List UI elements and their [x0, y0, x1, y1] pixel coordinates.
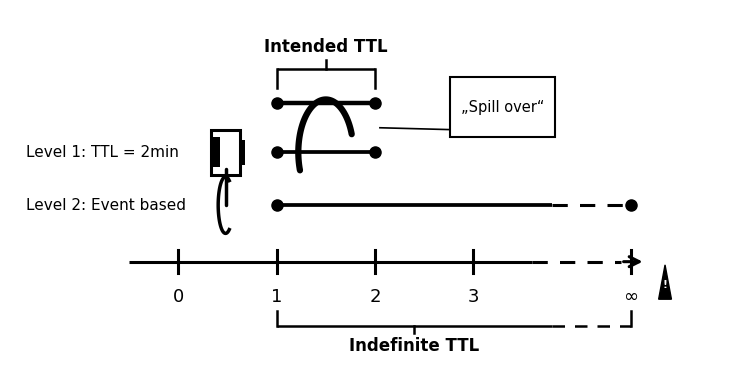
Text: „Spill over“: „Spill over“ — [461, 100, 544, 114]
Text: ∞: ∞ — [623, 288, 638, 306]
Text: 0: 0 — [172, 288, 184, 306]
Bar — [211, 130, 240, 175]
Bar — [213, 137, 220, 167]
Text: Indefinite TTL: Indefinite TTL — [350, 337, 479, 355]
Text: 3: 3 — [467, 288, 479, 306]
Polygon shape — [658, 265, 671, 299]
Text: Level 1: TTL = 2min: Level 1: TTL = 2min — [26, 145, 178, 160]
Text: 2: 2 — [369, 288, 381, 306]
Text: 1: 1 — [271, 288, 282, 306]
FancyBboxPatch shape — [450, 77, 556, 137]
Bar — [240, 140, 245, 165]
Text: Level 2: Event based: Level 2: Event based — [26, 198, 186, 212]
Text: Intended TTL: Intended TTL — [264, 38, 388, 56]
Text: !: ! — [662, 280, 668, 290]
